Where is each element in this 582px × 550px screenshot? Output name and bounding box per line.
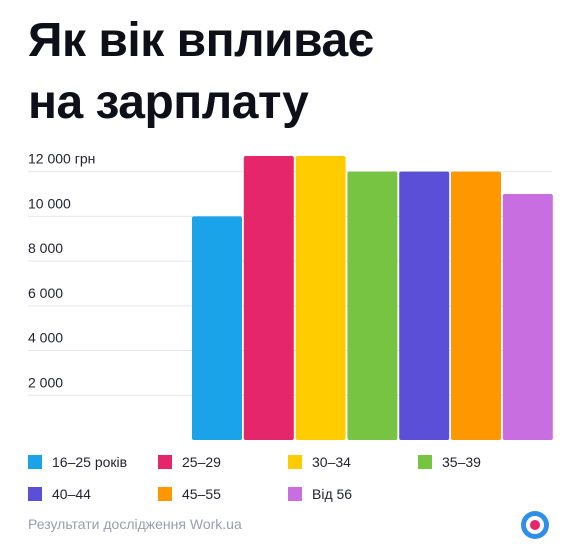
y-axis-ticks: 2 000 4 000 6 000 8 000 10 000 12 000 грн xyxy=(28,151,95,391)
logo-ring xyxy=(526,516,544,534)
source-note: Результати дослідження Work.ua xyxy=(28,516,242,532)
legend-label: 30–34 xyxy=(312,454,351,470)
legend-item: 40–44 xyxy=(28,484,158,504)
y-tick-label: 10 000 xyxy=(28,195,71,211)
bar-chart: 2 000 4 000 6 000 8 000 10 000 12 000 грн xyxy=(28,151,553,440)
legend-swatch xyxy=(418,455,432,469)
legend-item: 25–29 xyxy=(158,452,288,472)
y-tick-label: 12 000 грн xyxy=(28,151,95,167)
legend-swatch xyxy=(158,487,172,501)
legend-label: 35–39 xyxy=(442,454,481,470)
legend-swatch xyxy=(288,487,302,501)
legend: 16–25 років 25–29 30–34 35–39 40–44 45–55 Від … xyxy=(28,452,568,504)
legend-swatch xyxy=(28,455,42,469)
chart-title-line-1: Як вік впливає xyxy=(28,14,374,67)
logo-dot xyxy=(530,520,540,530)
chart-title: Як вік впливає на зарплату xyxy=(28,10,374,134)
bar-1 xyxy=(192,216,242,440)
legend-item: 45–55 xyxy=(158,484,288,504)
bar-6 xyxy=(451,171,501,440)
legend-item: 35–39 xyxy=(418,452,548,472)
chart-title-line-2: на зарплату xyxy=(28,76,309,129)
legend-label: 45–55 xyxy=(182,486,221,502)
legend-item: Від 56 xyxy=(288,484,418,504)
workua-logo-icon[interactable] xyxy=(521,511,549,539)
legend-label: 40–44 xyxy=(52,486,91,502)
legend-swatch xyxy=(158,455,172,469)
bar-2 xyxy=(243,156,294,440)
legend-item: 30–34 xyxy=(288,452,418,472)
bar-7 xyxy=(502,194,553,440)
legend-item: 16–25 років xyxy=(28,452,158,472)
y-tick-label: 2 000 xyxy=(28,374,63,390)
y-tick-label: 6 000 xyxy=(28,285,63,301)
bar-5 xyxy=(399,171,450,440)
y-tick-label: 8 000 xyxy=(28,240,63,256)
bars xyxy=(192,156,553,440)
legend-swatch xyxy=(28,487,42,501)
bar-4 xyxy=(347,171,398,440)
legend-swatch xyxy=(288,455,302,469)
legend-label: Від 56 xyxy=(312,486,353,502)
legend-label: 25–29 xyxy=(182,454,221,470)
bar-3 xyxy=(295,156,346,440)
legend-label: 16–25 років xyxy=(52,454,128,470)
y-tick-label: 4 000 xyxy=(28,330,63,346)
